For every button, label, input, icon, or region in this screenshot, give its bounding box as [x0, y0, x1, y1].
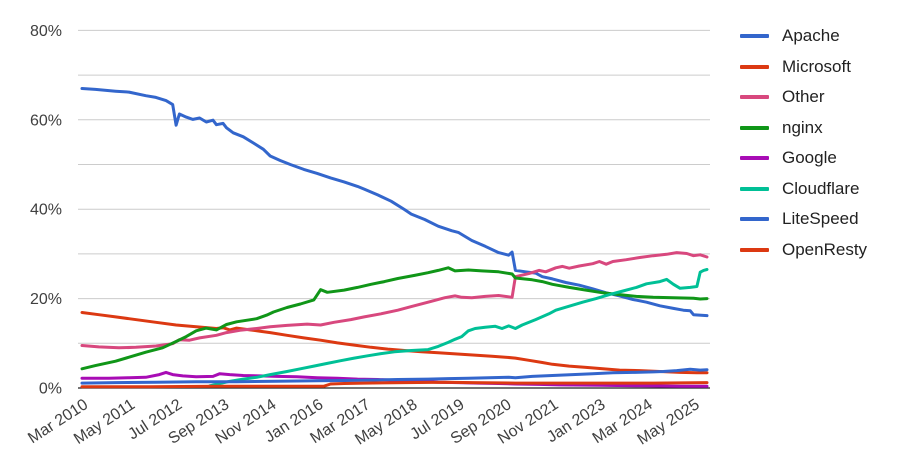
legend-item-other[interactable]: Other: [740, 82, 867, 113]
series-line-apache: [80, 87, 709, 318]
legend-label: Apache: [782, 26, 840, 46]
chart-legend: Apache Microsoft Other nginx Google Cloudflar…: [740, 21, 867, 265]
legend-swatch-litespeed: [740, 217, 769, 222]
y-axis-label: 80%: [30, 23, 62, 40]
y-axis-label: 20%: [30, 291, 62, 308]
legend-item-openresty[interactable]: OpenResty: [740, 235, 867, 266]
legend-swatch-apache: [740, 34, 769, 39]
series-line-nginx: [80, 266, 709, 371]
legend-item-litespeed[interactable]: LiteSpeed: [740, 204, 867, 235]
legend-swatch-google: [740, 156, 769, 161]
y-axis-label: 0%: [39, 381, 62, 398]
legend-label: Google: [782, 148, 837, 168]
series-line-litespeed: [80, 367, 709, 385]
series-line-other: [80, 251, 709, 350]
legend-label: Other: [782, 87, 825, 107]
legend-label: OpenResty: [782, 239, 868, 259]
legend-swatch-openresty: [740, 247, 769, 252]
legend-label: LiteSpeed: [782, 209, 859, 229]
y-axis-label: 60%: [30, 112, 62, 129]
legend-item-microsoft[interactable]: Microsoft: [740, 52, 867, 83]
legend-swatch-microsoft: [740, 64, 769, 69]
legend-swatch-other: [740, 95, 769, 100]
legend-label: Cloudflare: [782, 178, 860, 198]
legend-label: nginx: [782, 117, 823, 137]
y-axis-label: 40%: [30, 202, 62, 219]
series-line-openresty: [80, 380, 709, 389]
legend-label: Microsoft: [782, 56, 851, 76]
legend-swatch-nginx: [740, 125, 769, 130]
legend-item-cloudflare[interactable]: Cloudflare: [740, 174, 867, 205]
series-line-cloudflare: [208, 268, 709, 388]
legend-item-google[interactable]: Google: [740, 143, 867, 174]
legend-swatch-cloudflare: [740, 186, 769, 191]
legend-item-apache[interactable]: Apache: [740, 21, 867, 52]
legend-item-nginx[interactable]: nginx: [740, 113, 867, 144]
